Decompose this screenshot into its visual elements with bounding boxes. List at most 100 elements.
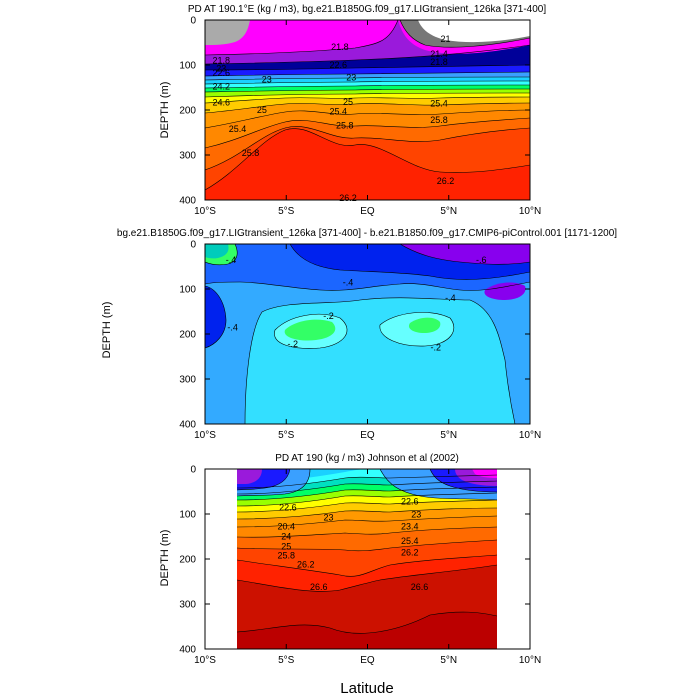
diff-layer-13 xyxy=(205,286,226,348)
contour-label: 24.6 xyxy=(212,97,230,107)
contour-label: 25.4 xyxy=(329,106,347,116)
panel-1-contour-n xyxy=(205,44,530,65)
panel-3-contour-m xyxy=(236,469,311,497)
contour-label: 26.2 xyxy=(297,559,315,569)
contour-label: 22.6 xyxy=(279,502,297,512)
panel-3-y-label: DEPTH (m) xyxy=(159,530,171,587)
layer-20 xyxy=(418,20,530,43)
panel-2-y-ticks: 0 100 200 300 400 xyxy=(179,240,530,431)
panel-1-contour-f xyxy=(205,96,530,104)
panel-3-contour-l xyxy=(236,474,498,489)
panel-2-contour-e xyxy=(289,244,530,280)
panel-3-contour-h xyxy=(236,499,498,513)
diff-layer-9 xyxy=(205,244,229,259)
obs-layer-19 xyxy=(237,469,262,484)
y-tick-label: 100 xyxy=(179,61,196,72)
panel-1-contour-j xyxy=(205,80,530,85)
x-tick-label: 10°S xyxy=(194,655,216,666)
panel-1-contour-e xyxy=(205,102,530,114)
contour-label: 26.2 xyxy=(401,547,419,557)
panel-2-y-label: DEPTH (m) xyxy=(101,302,113,359)
x-tick-label: 5°N xyxy=(440,430,457,441)
x-tick-label: 10°N xyxy=(519,655,541,666)
panel-2-contour-a xyxy=(244,297,516,424)
contour-label: 25.8 xyxy=(430,115,448,125)
y-tick-label: 400 xyxy=(179,196,196,207)
contour-label: 25.4 xyxy=(430,98,448,108)
contour-label: 22.6 xyxy=(329,60,347,70)
contour-label: -.2 xyxy=(287,339,298,349)
contour-label: 24 xyxy=(281,532,291,542)
y-tick-label: 200 xyxy=(179,555,196,566)
diff-layer-12 xyxy=(484,282,526,300)
panel-3-contour-f xyxy=(236,515,498,528)
contour-label: 20.4 xyxy=(277,522,295,532)
panel-1-y-ticks: 0 100 200 300 400 xyxy=(179,16,530,207)
contour-label: 21.8 xyxy=(430,57,448,67)
x-tick-label: 5°S xyxy=(278,655,295,666)
x-tick-label: EQ xyxy=(360,206,375,217)
obs-layer-21 xyxy=(472,469,497,478)
panel-3-contour-labels: 22.62320.422.62323.4242525.826.225.426.2… xyxy=(277,496,428,592)
panel-1-title: PD AT 190.1°E (kg / m3), bg.e21.B1850G.f… xyxy=(188,4,547,15)
x-tick-label: 10°N xyxy=(519,206,541,217)
panel-3-contour-g xyxy=(236,507,498,520)
contour-label: -.2 xyxy=(323,311,334,321)
contour-label: 21.8 xyxy=(212,56,230,66)
x-tick-label: 5°N xyxy=(440,655,457,666)
x-tick-label: 5°S xyxy=(278,430,295,441)
panel-2-contour-lines xyxy=(205,244,530,424)
contour-label: 25.8 xyxy=(242,148,260,158)
panel-3-contour-j xyxy=(236,486,498,501)
diff-layer-5 xyxy=(284,319,336,341)
contour-label: 25 xyxy=(343,97,353,107)
y-tick-label: 300 xyxy=(179,375,196,386)
y-tick-label: 400 xyxy=(179,645,196,656)
contour-label: 26.6 xyxy=(411,582,429,592)
panel-2-contour-d xyxy=(205,281,530,291)
contour-label: 26.6 xyxy=(310,582,328,592)
x-tick-label: 5°N xyxy=(440,206,457,217)
panel-1-contour-labels: 21.821.82322.62324.224.62525.425.822.623… xyxy=(212,34,454,203)
contour-label: 26.2 xyxy=(339,193,357,203)
contour-label: 22.6 xyxy=(401,496,419,506)
panel-1-contour-l xyxy=(205,71,530,77)
contour-label: 24.2 xyxy=(212,82,230,92)
panel-2-plot-area xyxy=(205,244,530,424)
contour-label: 22.6 xyxy=(212,68,230,78)
x-tick-label: EQ xyxy=(360,655,375,666)
panel-1-contour-i xyxy=(205,84,530,89)
panel-1: PD AT 190.1°E (kg / m3), bg.e21.B1850G.f… xyxy=(159,4,546,217)
y-tick-label: 0 xyxy=(190,240,196,251)
contour-label: -.2 xyxy=(430,343,441,353)
panel-2-x-ticks: 10°S 5°S EQ 5°N 10°N xyxy=(194,244,541,441)
panel-1-contour-h xyxy=(205,88,530,93)
contour-label: 21.8 xyxy=(331,42,349,52)
layer-16 xyxy=(205,20,398,55)
panel-3-y-ticks: 0 100 200 300 400 xyxy=(179,465,530,656)
panel-1-contour-b xyxy=(205,126,530,171)
contour-label: 23 xyxy=(411,509,421,519)
contour-label: 25 xyxy=(257,105,267,115)
y-tick-label: 100 xyxy=(179,285,196,296)
x-tick-label: 10°S xyxy=(194,206,216,217)
panel-2-contour-b xyxy=(274,313,348,349)
y-tick-label: 100 xyxy=(179,510,196,521)
panel-1-contour-g xyxy=(205,92,530,98)
panel-2-title: bg.e21.B1850G.f09_g17.LIGtransient_126ka… xyxy=(117,228,617,239)
contour-label: 23.4 xyxy=(401,522,419,532)
contour-label: 23 xyxy=(216,64,226,74)
panel-3-contour-n xyxy=(379,469,498,501)
layer-18 xyxy=(205,20,250,45)
panel-1-x-ticks: 10°S 5°S EQ 5°N 10°N xyxy=(194,20,541,217)
panel-1-contour-c xyxy=(205,117,530,149)
contour-label: -.6 xyxy=(476,255,487,265)
panel-3-contour-b xyxy=(236,564,498,592)
panel-3-plot-area xyxy=(236,469,498,649)
contour-label: -.4 xyxy=(343,277,354,287)
panel-1-contour-p xyxy=(399,20,530,48)
panel-1-contour-lines xyxy=(205,20,530,191)
y-tick-label: 200 xyxy=(179,106,196,117)
contour-label: 25.8 xyxy=(336,120,354,130)
